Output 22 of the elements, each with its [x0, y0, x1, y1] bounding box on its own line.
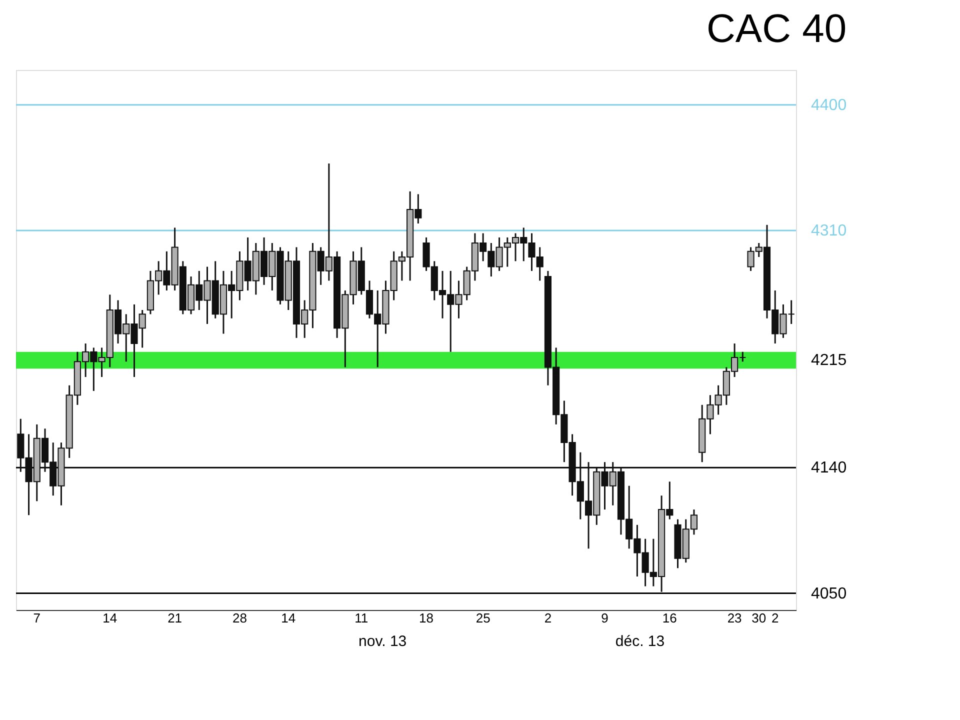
ref-line-label: 4400 — [811, 96, 847, 114]
ref-line-label: 4140 — [811, 460, 847, 477]
x-tick-label: 9 — [601, 610, 608, 626]
x-tick-label: 23 — [727, 610, 742, 626]
x-tick-label: 28 — [232, 610, 247, 626]
x-tick-label: 14 — [281, 610, 296, 626]
text: déc. 13 — [615, 633, 665, 650]
text: nov. 13 — [358, 633, 407, 650]
band-label: 4215 — [811, 352, 847, 370]
x-tick-label: 7 — [33, 610, 41, 626]
ref-line-label: 4310 — [811, 222, 847, 240]
x-tick-label: 2 — [771, 610, 779, 626]
x-tick-label: 30 — [752, 610, 766, 626]
x-tick-label: 11 — [354, 610, 368, 626]
x-tick-label: 2 — [544, 610, 552, 626]
x-tick-label: 14 — [102, 610, 118, 626]
x-tick-label: 21 — [168, 610, 182, 626]
x-tick-label: 18 — [419, 610, 434, 626]
x-tick-label: 25 — [476, 610, 490, 626]
ref-line-label: 4050 — [811, 585, 847, 602]
x-tick-label: 16 — [662, 610, 677, 626]
chart-title: CAC 40 — [706, 7, 847, 51]
